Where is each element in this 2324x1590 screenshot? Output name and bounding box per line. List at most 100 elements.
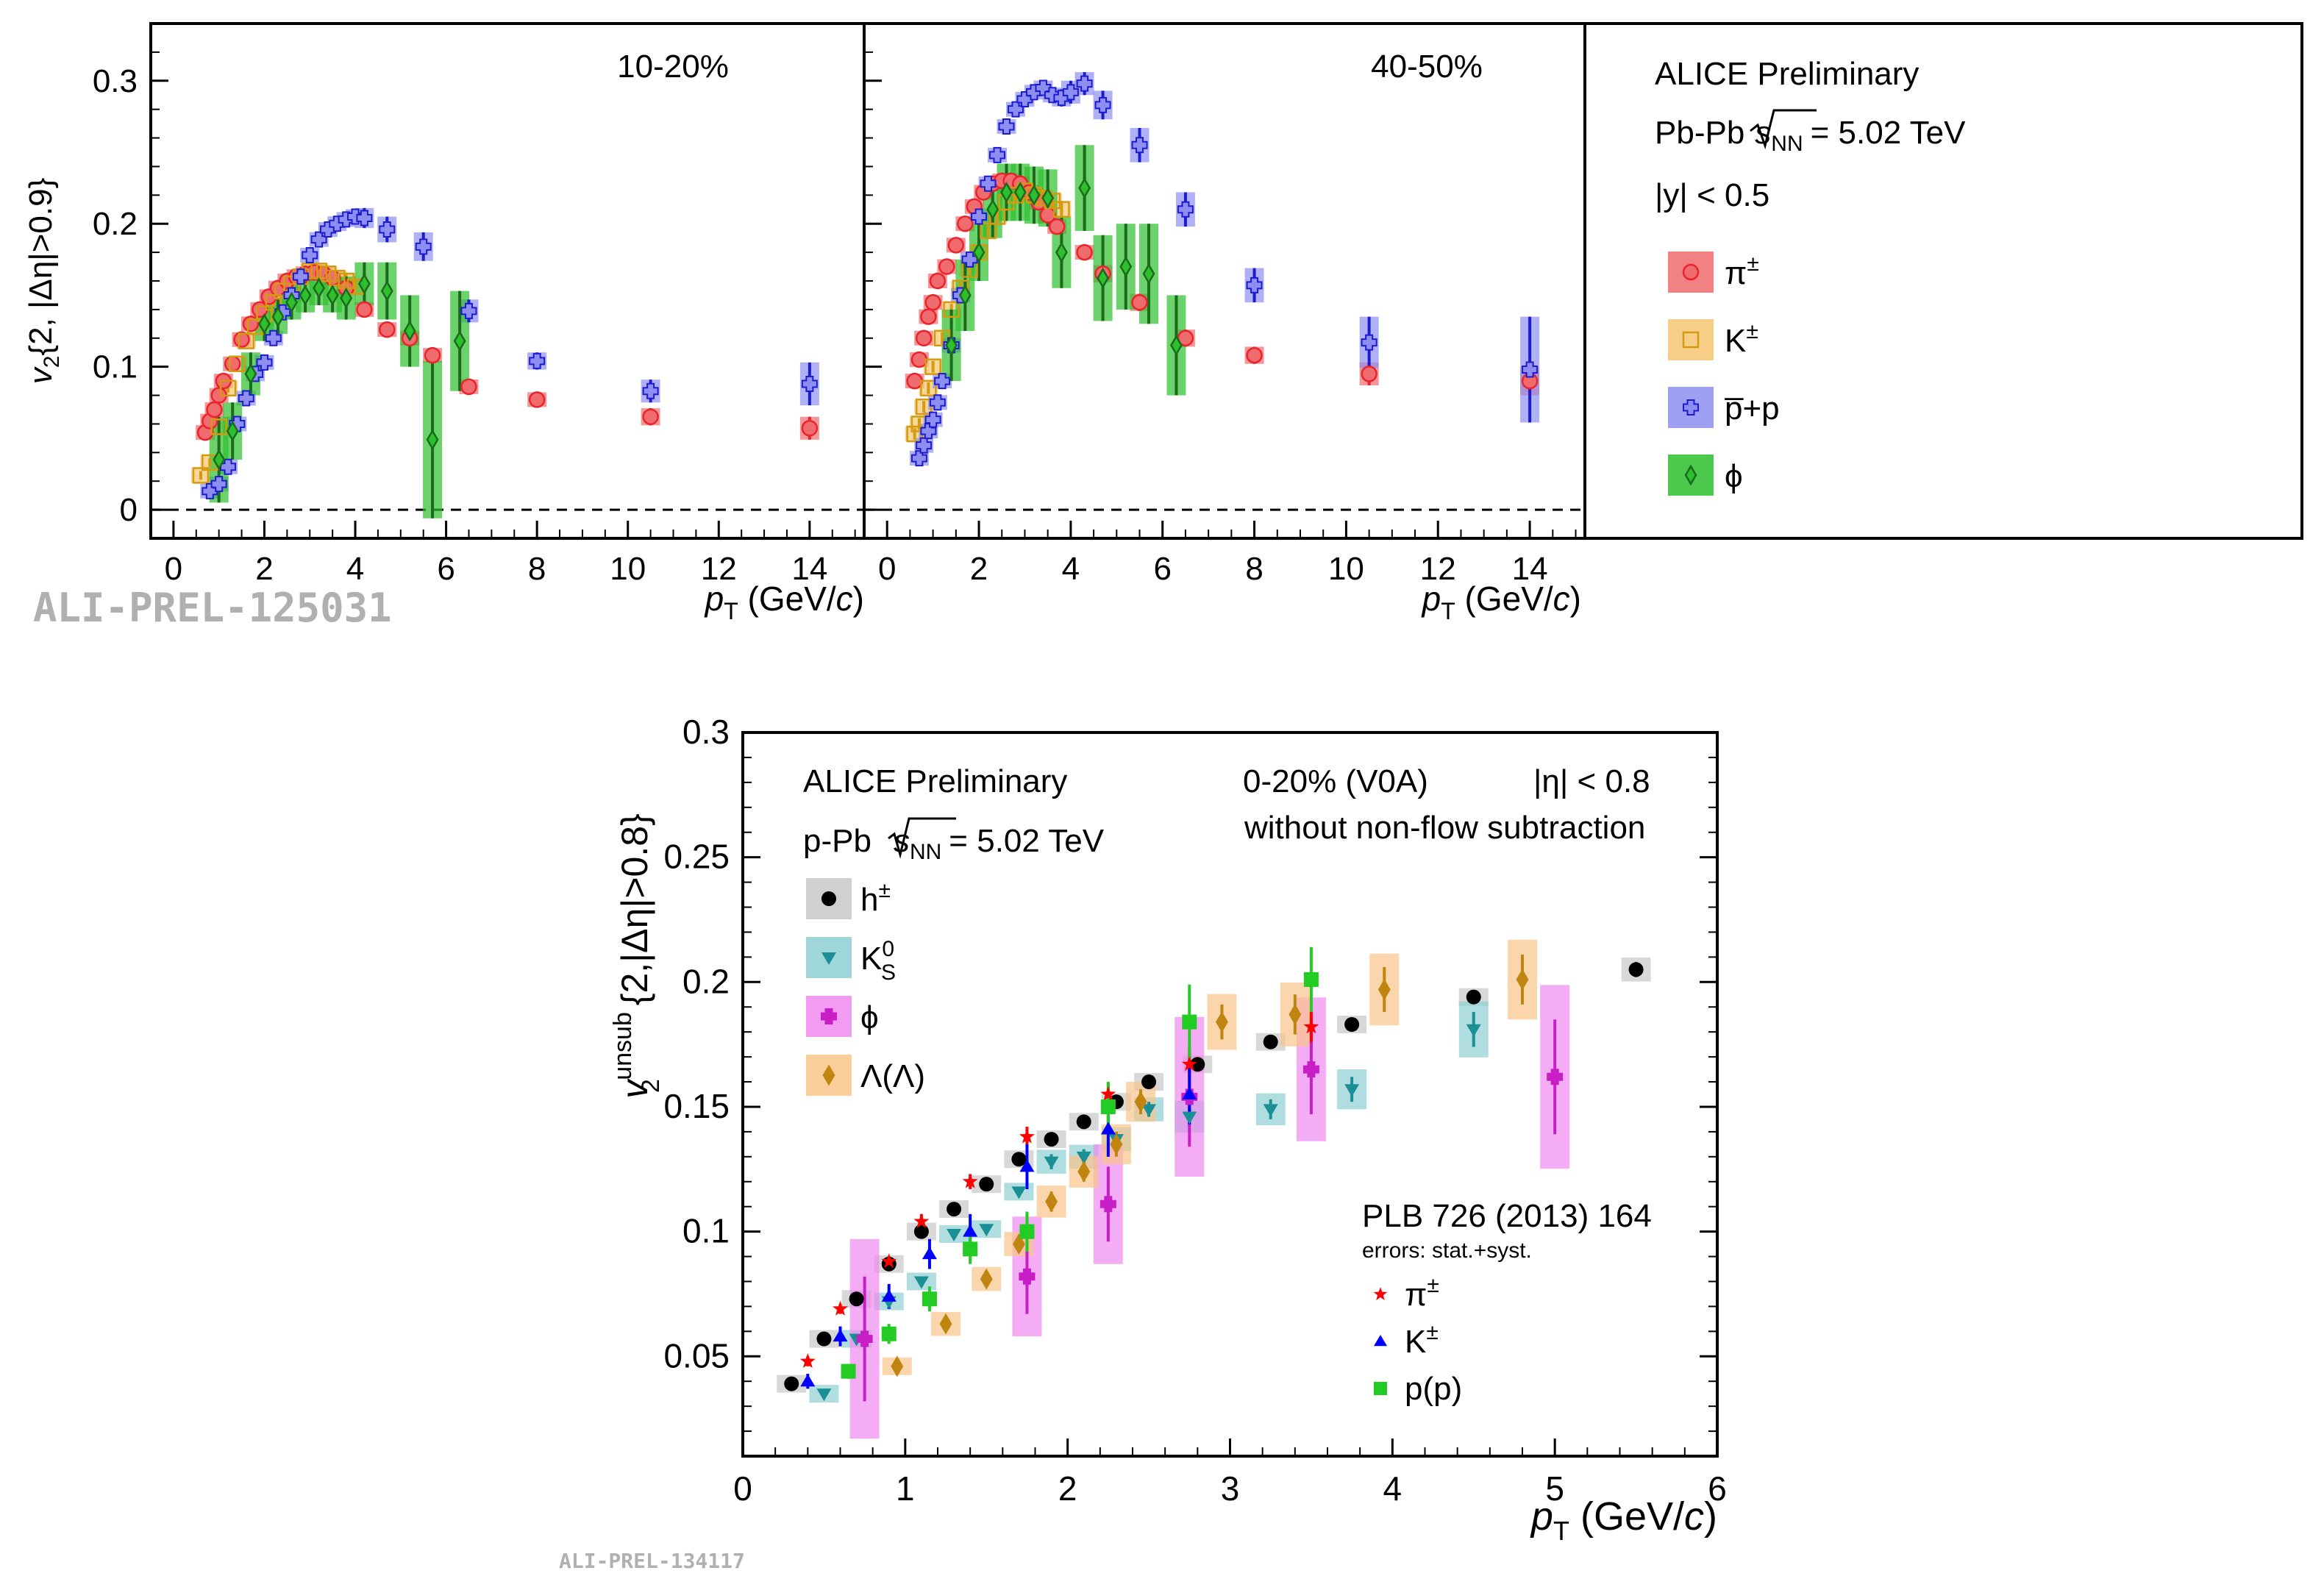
point-ref_K-shape — [800, 1374, 816, 1387]
point-ref_p-shape — [1182, 1014, 1197, 1030]
point-phi_b — [1099, 1196, 1116, 1213]
point-ref_K-shape — [1019, 1159, 1035, 1172]
point-K0S — [1182, 1111, 1197, 1124]
point-p — [920, 423, 937, 440]
point-h-shape — [1263, 1034, 1278, 1049]
bottom-ref-legend-label-sup: ± — [1426, 1320, 1438, 1344]
top-left-xlabel-close: ) — [853, 580, 864, 618]
point-ref_pi — [1181, 1056, 1197, 1072]
point-phi — [1013, 181, 1027, 203]
y-tick-label: 0 — [120, 492, 138, 528]
x-tick-label: 14 — [791, 551, 827, 587]
point-lambda — [980, 1268, 993, 1290]
point-ref_K — [833, 1329, 848, 1342]
bottom-legend-entry-lambda: Λ(Λ) — [806, 1055, 925, 1096]
point-phi — [1078, 177, 1091, 199]
point-h-shape — [1628, 962, 1644, 977]
point-lambda-shape — [1077, 1161, 1091, 1183]
point-phi-shape — [380, 280, 393, 302]
point-ref_pi — [833, 1300, 848, 1316]
point-p — [229, 416, 246, 432]
point-K — [920, 379, 937, 397]
point-ref_p-shape — [963, 1241, 978, 1257]
point-pi-shape — [1131, 293, 1148, 311]
point-lambda — [1077, 1161, 1091, 1183]
bottom-sqrt-sign — [888, 817, 956, 859]
point-K0S-shape — [1263, 1104, 1278, 1117]
top-legend-label-K: K± — [1725, 319, 1758, 359]
point-ref_p-shape — [881, 1326, 897, 1341]
point-h-shape — [913, 1224, 929, 1239]
top-legend-system-post: = 5.02 TeV — [1811, 115, 1966, 151]
point-p — [379, 221, 396, 238]
bottom-xlabel-rest: (GeV/ — [1569, 1494, 1684, 1539]
top-legend-label-sup: ± — [1747, 252, 1758, 276]
bottom-legend-label-lambda: Λ(Λ) — [860, 1058, 925, 1094]
point-pi-shape — [906, 372, 923, 390]
point-p — [642, 382, 659, 399]
point-p-shape — [229, 416, 246, 432]
bottom-alice-label: ALICE Preliminary — [803, 763, 1067, 799]
point-p — [924, 411, 941, 428]
point-phi_b-shape — [1302, 1061, 1319, 1078]
panel2-syst-boxes — [777, 939, 1651, 1439]
point-phi_b-shape — [1019, 1268, 1036, 1285]
bottom-legend-label-K0S: K0 S — [860, 937, 896, 985]
point-K0S-shape — [1011, 1186, 1027, 1199]
top-legend-label-text: K — [1725, 323, 1746, 359]
point-lambda-shape — [1516, 969, 1529, 991]
point-p — [1177, 201, 1194, 218]
point-phi-shape — [299, 284, 312, 306]
point-p — [265, 329, 282, 346]
point-phi — [1119, 256, 1133, 278]
top-legend-label-text: ϕ — [1725, 458, 1743, 494]
point-p-shape — [961, 251, 978, 268]
panel2-axes: 0 1 2 3 4 5 6 0.05 0.1 0.15 0.2 0.25 0.3 — [663, 713, 1726, 1508]
point-h — [979, 1177, 994, 1192]
point-h — [816, 1331, 832, 1347]
point-ref_p — [963, 1241, 978, 1257]
point-K0S — [816, 1388, 832, 1402]
point-p-shape — [310, 231, 327, 248]
top-legend-marker-p — [1683, 399, 1699, 416]
point-phi-shape — [403, 320, 416, 342]
y-tick-label: 0.05 — [663, 1336, 730, 1375]
point-lambda — [1012, 1233, 1025, 1255]
point-h — [1628, 962, 1644, 977]
point-phi-shape — [213, 449, 226, 471]
panel0-markers — [192, 208, 819, 499]
top-legend-marker-K-shape — [1682, 331, 1700, 349]
point-pi — [801, 420, 819, 437]
point-K — [265, 293, 282, 311]
point-lambda-shape — [1134, 1091, 1147, 1113]
point-p-shape — [934, 373, 951, 390]
top-legend-entry-pi: π± — [1668, 252, 1759, 293]
point-p — [929, 394, 946, 411]
point-p — [460, 302, 477, 319]
top-legend-marker-phi-shape — [1684, 464, 1697, 486]
point-p-shape — [415, 238, 432, 255]
bottom-legend-label-text: K — [860, 941, 882, 977]
point-p-shape — [920, 423, 937, 440]
point-phi — [1041, 187, 1055, 209]
point-phi_b-shape — [856, 1330, 873, 1347]
point-phi — [299, 284, 312, 306]
point-pi — [424, 346, 441, 364]
point-p — [256, 354, 273, 371]
point-phi_b — [1302, 1061, 1319, 1078]
point-pi — [906, 372, 923, 390]
point-ref_p — [1182, 1014, 1197, 1030]
top-legend-rapidity: |y| < 0.5 — [1655, 177, 1769, 213]
point-phi — [945, 335, 958, 356]
top-legend-alice: ALICE Preliminary — [1655, 56, 1919, 92]
point-K0S — [913, 1276, 929, 1289]
point-ref_pi-shape — [913, 1213, 930, 1228]
point-K — [192, 467, 210, 484]
y-tick-label: 0.15 — [663, 1087, 730, 1125]
top-y-axis-title: v2{2, |Δη|>0.9} — [23, 178, 64, 385]
bottom-legend-marker-lambda-shape — [822, 1064, 835, 1086]
point-phi-shape — [313, 277, 326, 299]
point-phi — [380, 280, 393, 302]
point-pi-shape — [947, 237, 965, 254]
